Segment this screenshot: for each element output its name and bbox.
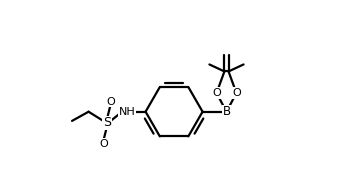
Text: O: O	[212, 88, 221, 98]
Text: O: O	[99, 139, 108, 149]
Text: S: S	[103, 116, 111, 129]
Text: NH: NH	[119, 107, 135, 117]
Text: B: B	[222, 105, 231, 118]
Text: O: O	[232, 88, 241, 98]
Text: O: O	[106, 97, 115, 107]
